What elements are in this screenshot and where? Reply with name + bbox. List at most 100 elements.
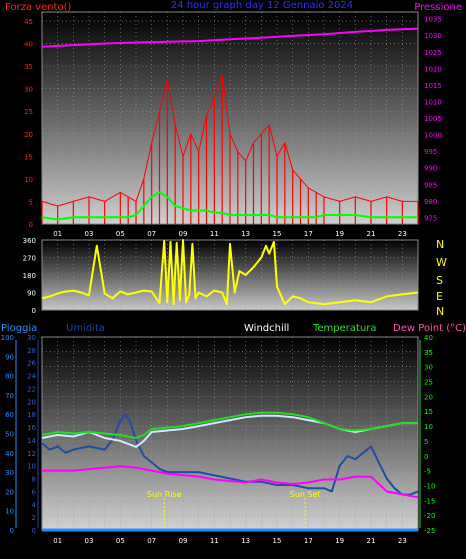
- y-tick-label: 30: [27, 334, 36, 342]
- y-tick-label: 1000: [424, 132, 442, 140]
- direction-letter-w: W: [436, 256, 447, 269]
- y-tick-label: 980: [424, 198, 437, 206]
- y-tick-label: 270: [23, 255, 36, 263]
- windchill-series-line: [41, 414, 418, 448]
- x-tick-label: 03: [85, 537, 94, 545]
- pressure-series-line: [41, 27, 419, 48]
- sun-markers: Sun Rise Sun Set: [147, 490, 321, 530]
- y-tick-label: 70: [5, 392, 14, 400]
- y-tick-label: 5: [29, 198, 33, 206]
- y-tick-label: 5: [424, 438, 428, 446]
- x-tick-label: 07: [147, 537, 156, 545]
- y-tick-label: 30: [5, 469, 14, 477]
- y-tick-label: 4: [32, 501, 37, 509]
- x-tick-label: 17: [304, 230, 313, 238]
- sun-marker-label: Sun Set: [290, 490, 321, 499]
- y-tick-label: 60: [5, 411, 14, 419]
- y-tick-label: 360: [23, 237, 36, 245]
- wind-panel-series: [41, 27, 419, 224]
- windchill-legend: Windchill: [244, 323, 289, 334]
- y-tick-label: 20: [27, 398, 36, 406]
- humidity-series-line: [41, 413, 419, 496]
- y-tick-label: 1030: [424, 32, 442, 40]
- y-tick-label: 8: [32, 476, 36, 484]
- wind-axis-title: Forza vento(): [5, 2, 72, 13]
- x-tick-label: 09: [179, 230, 188, 238]
- pressure-axis-title: Pressione: [414, 2, 462, 13]
- y-tick-label: 6: [32, 488, 37, 496]
- y-tick-label: 1025: [424, 49, 442, 57]
- y-tick-label: 975: [424, 214, 437, 222]
- temperature-series-line: [41, 411, 418, 439]
- y-tick-label: 15: [24, 153, 33, 161]
- y-tick-label: 20: [24, 131, 33, 139]
- y-tick-label: 45: [24, 18, 33, 26]
- x-tick-label: 11: [210, 537, 219, 545]
- y-tick-label: 10: [27, 463, 36, 471]
- direction-letters: N W S E N: [436, 238, 447, 318]
- y-tick-label: 180: [23, 272, 36, 280]
- y-tick-label: 100: [1, 334, 14, 342]
- y-tick-label: 25: [424, 379, 433, 387]
- y-tick-label: 20: [424, 393, 433, 401]
- gust-series-line: [41, 191, 418, 221]
- y-tick-label: -20: [424, 512, 435, 520]
- y-tick-label: 10: [24, 176, 33, 184]
- y-tick-label: 15: [424, 408, 433, 416]
- y-tick-label: 40: [5, 450, 14, 458]
- y-tick-label: 25: [24, 108, 33, 116]
- y-tick-label: 0: [32, 527, 36, 535]
- y-tick-label: 22: [27, 385, 36, 393]
- x-tick-label: 01: [53, 537, 62, 545]
- sun-marker-label: Sun Rise: [147, 490, 182, 499]
- direction-letter-n-bottom: N: [436, 305, 444, 318]
- x-tick-label: 15: [273, 230, 282, 238]
- y-tick-label: 1020: [424, 65, 442, 73]
- y-tick-label: 35: [424, 349, 433, 357]
- x-tick-label: 05: [116, 230, 125, 238]
- y-tick-label: 0: [10, 527, 14, 535]
- y-tick-label: 0: [424, 453, 428, 461]
- y-tick-label: 30: [24, 86, 33, 94]
- y-tick-label: 995: [424, 148, 437, 156]
- y-tick-label: 1005: [424, 115, 442, 123]
- humidity-axis-title: Umidita: [66, 323, 105, 334]
- dewpoint-legend: Dew Point (°C): [393, 323, 466, 334]
- y-tick-label: 35: [24, 63, 33, 71]
- y-tick-label: 1010: [424, 98, 442, 106]
- x-tick-label: 09: [179, 537, 188, 545]
- direction-letter-n-top: N: [436, 238, 444, 251]
- y-tick-label: 28: [27, 347, 36, 355]
- y-tick-label: -10: [424, 482, 435, 490]
- y-tick-label: 16: [27, 424, 36, 432]
- dewpoint-series-line: [42, 465, 419, 499]
- y-tick-label: 18: [27, 411, 36, 419]
- direction-letter-s: S: [436, 274, 443, 287]
- x-tick-label: 07: [147, 230, 156, 238]
- y-tick-label: 24: [27, 373, 36, 381]
- y-tick-label: 12: [27, 450, 36, 458]
- y-tick-label: 0: [29, 221, 33, 229]
- x-tick-label: 03: [85, 230, 94, 238]
- x-tick-label: 17: [304, 537, 313, 545]
- y-tick-label: 1015: [424, 82, 442, 90]
- y-tick-label: 1035: [424, 16, 442, 24]
- x-tick-label: 05: [116, 537, 125, 545]
- direction-series-line: [41, 239, 419, 306]
- y-tick-label: 14: [27, 437, 36, 445]
- y-tick-label: 990: [424, 165, 437, 173]
- y-tick-label: 90: [5, 353, 14, 361]
- y-tick-label: 40: [424, 334, 433, 342]
- y-tick-label: 50: [5, 431, 14, 439]
- x-tick-label: 01: [53, 230, 62, 238]
- y-tick-label: 985: [424, 181, 437, 189]
- y-tick-label: 10: [424, 423, 433, 431]
- y-tick-label: 80: [5, 373, 14, 381]
- x-tick-label: 13: [241, 537, 250, 545]
- x-tick-label: 13: [241, 230, 250, 238]
- y-tick-label: 26: [27, 360, 36, 368]
- y-tick-label: 40: [24, 41, 33, 49]
- y-tick-label: 2: [32, 514, 36, 522]
- y-tick-label: -5: [424, 468, 431, 476]
